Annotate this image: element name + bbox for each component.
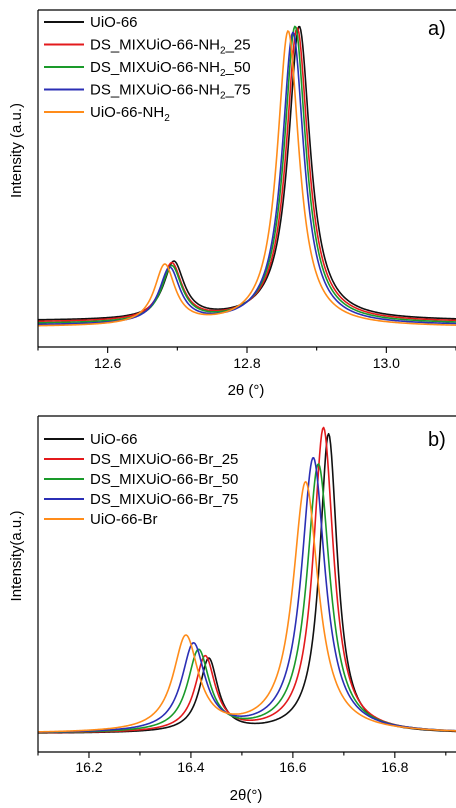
series-line-5 (38, 30, 456, 327)
series-line-4 (38, 456, 456, 734)
legend-entry: DS_MIXUiO-66-NH2_75 (90, 82, 251, 102)
x-tick-label: 16.6 (279, 759, 306, 775)
x-tick-label: 16.8 (381, 759, 408, 775)
x-tick-label: 16.2 (75, 759, 102, 775)
y-axis-title: Intensity(a.u.) (8, 511, 25, 602)
y-axis-title: Intensity (a.u.) (8, 103, 25, 198)
legend-entry: UiO-66 (90, 14, 138, 31)
x-tick-label: 16.4 (177, 759, 204, 775)
legend-entry: DS_MIXUiO-66-NH2_50 (90, 59, 251, 79)
x-axis-title: 2θ(°) (230, 787, 263, 804)
series-group (38, 426, 456, 734)
legend-entry: DS_MIXUiO-66-Br_25 (90, 451, 238, 468)
x-tick-label: 13.0 (373, 355, 400, 371)
x-tick-label: 12.6 (94, 355, 121, 371)
legend-entry: UiO-66-Br (90, 511, 158, 528)
legend-entry: DS_MIXUiO-66-Br_75 (90, 491, 238, 508)
legend-entry: DS_MIXUiO-66-Br_50 (90, 471, 238, 488)
legend-entry: DS_MIXUiO-66-NH2_25 (90, 37, 251, 57)
x-axis-title: 2θ (°) (228, 382, 265, 399)
x-tick-label: 12.8 (233, 355, 260, 371)
panel-label: a) (428, 18, 446, 40)
chart-panel-1: 12.6 12.8 13.0 2θ (°) Intensity (a.u.) a) UiO-… (8, 9, 456, 399)
chart-panel-2: 16.2 16.4 16.6 16.8 2θ(°) Intensity(a.u.) b) Ui… (8, 415, 456, 804)
legend: UiO-66DS_MIXUiO-66-NH2_25DS_MIXUiO-66-NH… (44, 14, 251, 124)
series-group (38, 25, 456, 327)
legend-entry: UiO-66 (90, 431, 138, 448)
series-line-5 (38, 480, 456, 733)
legend-entry: UiO-66-NH2 (90, 104, 170, 124)
legend: UiO-66 DS_MIXUiO-66-Br_25 DS_MIXUiO-66-Br_… (44, 431, 238, 528)
panel-label: b) (428, 429, 446, 451)
series-line-4 (38, 31, 456, 326)
